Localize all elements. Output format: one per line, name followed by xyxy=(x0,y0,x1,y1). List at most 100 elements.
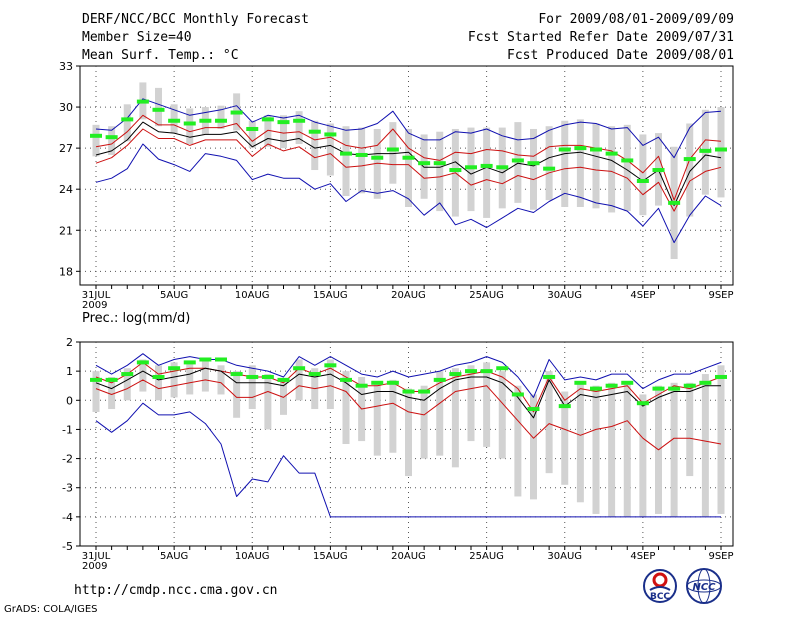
prec-spread-box xyxy=(576,382,584,503)
temp-spread-box xyxy=(264,115,272,147)
prec-xtick-label: 9SEP xyxy=(708,551,733,562)
temp-spread-box xyxy=(545,126,553,201)
temp-spread-box xyxy=(514,122,522,203)
temp-series-min xyxy=(95,143,722,244)
temp-climatology-mark xyxy=(621,158,634,163)
temp-climatology-mark xyxy=(371,155,384,160)
temp-spread-box xyxy=(483,127,491,218)
temp-spread-box xyxy=(123,104,131,142)
prec-spread-box xyxy=(389,379,397,453)
prec-climatology-mark xyxy=(293,366,306,371)
ncc-logo-label: NCC xyxy=(692,582,716,593)
prec-ytick-label: -1 xyxy=(62,423,73,436)
prec-climatology-mark xyxy=(90,377,102,382)
prec-climatology-mark xyxy=(683,383,696,388)
temp-climatology-mark xyxy=(449,168,462,173)
prec-spread-box xyxy=(436,371,444,456)
temp-climatology-mark xyxy=(668,200,681,205)
prec-spread-box xyxy=(545,371,553,474)
prec-spread-box xyxy=(170,362,178,398)
temp-spread-box xyxy=(561,120,569,207)
prec-spread-box xyxy=(248,365,256,410)
prec-ytick-label: -5 xyxy=(62,540,73,553)
temp-spread-box xyxy=(326,123,334,176)
prec-spread-box xyxy=(186,362,194,395)
prec-climatology-mark xyxy=(699,380,712,385)
prec-climatology-mark xyxy=(324,363,337,368)
temp-series-lower xyxy=(95,128,722,212)
temp-climatology-mark xyxy=(261,117,274,122)
prec-climatology-mark xyxy=(652,386,665,391)
prec-climatology-mark xyxy=(340,377,352,382)
temp-spread-box xyxy=(576,119,584,207)
temp-spread-box xyxy=(530,128,537,210)
prec-spread-box xyxy=(514,385,522,497)
prec-spread-box xyxy=(592,385,600,514)
temp-spread-box xyxy=(623,124,631,212)
prec-xtick-label: 31JUL xyxy=(82,551,111,562)
chart-title: DERF/NCC/BCC Monthly Forecast xyxy=(82,12,309,27)
prec-climatology-mark xyxy=(215,357,227,362)
temp-climatology-mark xyxy=(121,117,134,122)
prec-climatology-mark xyxy=(105,377,118,382)
prec-spread-box xyxy=(123,368,131,401)
prec-climatology-mark xyxy=(527,407,540,412)
prec-spread-box xyxy=(326,359,334,410)
temp-spread-box xyxy=(686,123,694,217)
temp-climatology-mark xyxy=(636,178,649,183)
temp-spread-box xyxy=(342,126,350,197)
prec-climatology-mark xyxy=(433,377,446,382)
prec-spread-box xyxy=(608,382,616,517)
temp-climatology-mark xyxy=(246,126,259,131)
prec-climatology-mark xyxy=(715,374,727,379)
temp-spread-box xyxy=(358,127,366,194)
temp-climatology-mark xyxy=(683,157,696,162)
prec-climatology-mark xyxy=(605,383,618,388)
prec-climatology-mark xyxy=(465,369,477,374)
prec-climatology-mark xyxy=(277,377,290,382)
temp-ytick-label: 27 xyxy=(59,142,73,155)
temp-spread-box xyxy=(436,131,444,212)
prec-climatology-mark xyxy=(199,357,212,362)
temp-climatology-mark xyxy=(340,151,352,156)
temp-spread-box xyxy=(592,123,600,209)
prec-climatology-mark xyxy=(168,366,181,371)
prec-climatology-mark xyxy=(230,372,243,377)
prec-climatology-mark xyxy=(511,392,524,397)
prec-climatology-mark xyxy=(543,374,556,379)
temp-climatology-mark xyxy=(418,161,431,166)
source-url[interactable]: http://cmdp.ncc.cma.gov.cn xyxy=(74,583,278,598)
temp-xtick-label: 25AUG xyxy=(469,290,504,301)
prec-spread-box xyxy=(639,394,647,517)
temp-xtick-label: 5AUG xyxy=(160,290,188,301)
prec-ytick-label: -3 xyxy=(62,482,73,495)
prec-xtick-label: 25AUG xyxy=(469,551,504,562)
temp-spread-box xyxy=(311,120,319,171)
temp-climatology-mark xyxy=(293,118,306,123)
temp-climatology-mark xyxy=(105,135,118,140)
bcc-logo-label: BCC xyxy=(650,592,670,602)
prec-climatology-mark xyxy=(590,386,602,391)
prec-ytick-label: 1 xyxy=(66,365,73,378)
temp-xtick-label: 10AUG xyxy=(235,290,270,301)
prec-ytick-label: -4 xyxy=(62,511,73,524)
temp-climatology-mark xyxy=(527,161,540,166)
prec-climatology-mark xyxy=(402,389,415,394)
prec-climatology-mark xyxy=(246,374,259,379)
prec-spread-box xyxy=(561,391,569,485)
temp-climatology-mark xyxy=(605,151,618,156)
temp-xtick-label: 31JUL xyxy=(82,290,111,301)
prec-ytick-label: 2 xyxy=(66,336,73,349)
prec-climatology-mark xyxy=(371,380,384,385)
prec-climatology-mark xyxy=(496,366,509,371)
temp-ytick-label: 24 xyxy=(59,183,73,196)
bcc-logo: BCC xyxy=(643,569,677,603)
temp-spread-box xyxy=(186,108,194,145)
temp-spread-box xyxy=(92,124,100,157)
logos: BCC NCC xyxy=(643,568,722,604)
prec-climatology-mark xyxy=(261,374,274,379)
prec-panel-title: Prec.: log(mm/d) xyxy=(82,311,190,326)
temp-climatology-mark xyxy=(511,158,524,163)
prec-year-label: 2009 xyxy=(82,561,107,572)
prec-climatology-mark xyxy=(152,374,165,379)
